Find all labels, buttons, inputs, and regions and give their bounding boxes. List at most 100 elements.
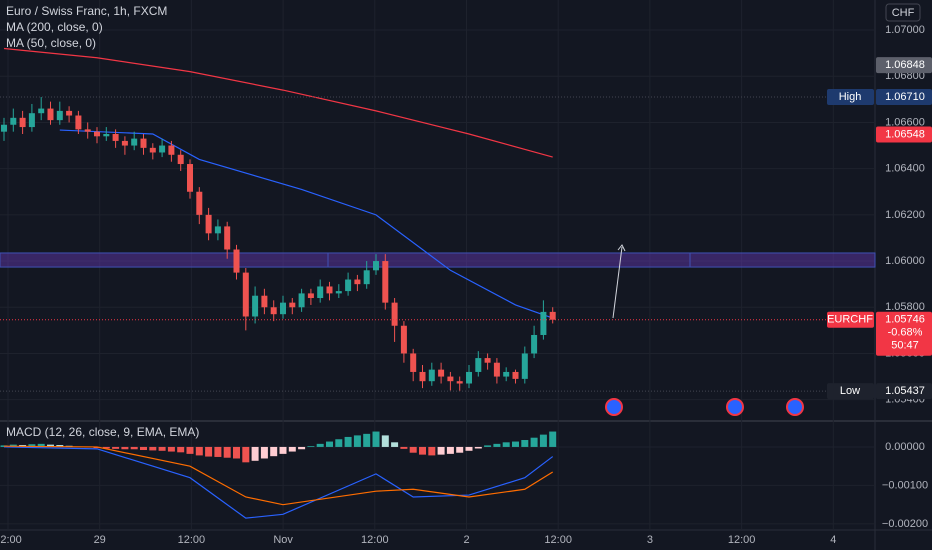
histogram-bar: [28, 444, 36, 447]
event-icon[interactable]: [786, 398, 804, 416]
candle-body: [103, 133, 110, 137]
histogram-bar: [363, 433, 371, 447]
candle-body: [66, 110, 73, 116]
currency-box[interactable]: [885, 3, 921, 22]
tag-name: High: [839, 91, 862, 103]
event-icons[interactable]: [605, 398, 804, 416]
candle-body: [326, 286, 333, 294]
candle-body: [512, 371, 519, 379]
candle-body: [391, 302, 398, 326]
candle-body: [466, 371, 472, 384]
macd-title: MACD (12, 26, close, 9, EMA, EMA): [6, 425, 199, 439]
histogram-bar: [112, 446, 120, 449]
candle-body: [168, 145, 175, 155]
histogram-bar: [465, 446, 473, 451]
candle-body: [410, 353, 417, 372]
y-tick-label: 1.06200: [885, 209, 925, 221]
candle-body: [252, 295, 259, 317]
histogram-bar: [307, 446, 315, 447]
candle-body: [196, 191, 203, 215]
tag-box: [876, 126, 932, 143]
histogram-bar: [279, 446, 287, 454]
histogram-bar: [419, 446, 426, 455]
tag-name-box: [827, 89, 874, 106]
histogram-bar: [223, 446, 231, 458]
x-tick-label: 12:00: [0, 534, 22, 546]
tag-name: EURCHF: [827, 314, 873, 326]
histogram-bar: [456, 446, 464, 453]
price-axis-bg: [875, 0, 932, 550]
histogram-bar: [121, 446, 129, 450]
histogram-bar: [372, 431, 380, 447]
histogram-bar: [512, 441, 519, 447]
histogram-bar: [391, 442, 399, 447]
histogram-bar: [205, 446, 213, 457]
candle-body: [112, 133, 119, 141]
histogram-bar: [409, 446, 417, 453]
histogram-bar: [140, 446, 147, 451]
tag-box: [876, 311, 932, 356]
candle-body: [521, 353, 528, 379]
tag-name-box: [827, 383, 874, 400]
candle-body: [177, 154, 184, 165]
candle-body: [261, 295, 268, 308]
candle-body: [94, 131, 100, 137]
histogram-bar: [335, 439, 343, 447]
x-tick-label: 4: [830, 534, 836, 546]
tag-value: 1.06710: [885, 91, 925, 103]
y-tick-label: 0.00000: [885, 441, 925, 453]
moving-average: [59, 129, 553, 319]
histogram-bar: [400, 446, 408, 449]
candle-body: [140, 138, 147, 148]
candle-body: [438, 369, 445, 377]
tag-value: 1.06548: [885, 128, 925, 140]
candle-body: [121, 140, 128, 146]
histogram-bar: [233, 446, 240, 459]
histogram-bar: [177, 446, 185, 453]
tag-name-box: [827, 311, 874, 328]
event-icon[interactable]: [726, 398, 744, 416]
histogram-bar: [56, 445, 64, 447]
candle-body: [270, 307, 277, 315]
macd-line: [3, 445, 554, 506]
histogram-bar: [298, 446, 306, 450]
x-tick-label: 12:00: [544, 534, 572, 546]
histogram-bar: [288, 446, 296, 452]
candle-body: [233, 249, 240, 273]
event-icon[interactable]: [605, 398, 623, 416]
candle-body: [28, 113, 35, 128]
histogram-bar: [326, 441, 333, 447]
tag-change: -0.68%: [888, 327, 923, 339]
candle-body: [363, 270, 370, 285]
candle-body: [224, 226, 231, 250]
histogram-bar: [316, 443, 324, 447]
histogram-bar: [437, 446, 445, 455]
x-tick-label: 12:00: [178, 534, 206, 546]
histogram-bar: [344, 436, 352, 447]
candle-body: [38, 108, 45, 114]
candle-body: [280, 302, 286, 315]
histogram-bar: [428, 446, 436, 456]
histogram-bar: [130, 446, 138, 450]
candle-body: [131, 138, 138, 146]
x-tick-label: 29: [94, 534, 106, 546]
symbol-title: Euro / Swiss Franc, 1h, FXCM: [6, 4, 167, 18]
histogram-bar: [149, 446, 157, 451]
histogram-bar: [521, 440, 529, 447]
candle-body: [56, 110, 63, 121]
price-tags: 1.06848 High 1.06710 1.06548 EURCHF 1.05746-0…: [827, 57, 932, 400]
candle-body: [1, 124, 7, 132]
plot: [0, 47, 876, 519]
x-tick-label: 12:00: [361, 534, 389, 546]
candle-body: [354, 279, 361, 285]
candle-body: [549, 311, 556, 320]
currency[interactable]: CHF: [892, 7, 915, 19]
candle-body: [335, 291, 342, 294]
histogram-bar: [493, 443, 501, 447]
candle-body: [484, 358, 491, 363]
histogram-bar: [549, 431, 557, 447]
tag-countdown: 50:47: [891, 340, 919, 352]
histogram-bar: [214, 446, 222, 457]
candle-body: [503, 371, 510, 377]
